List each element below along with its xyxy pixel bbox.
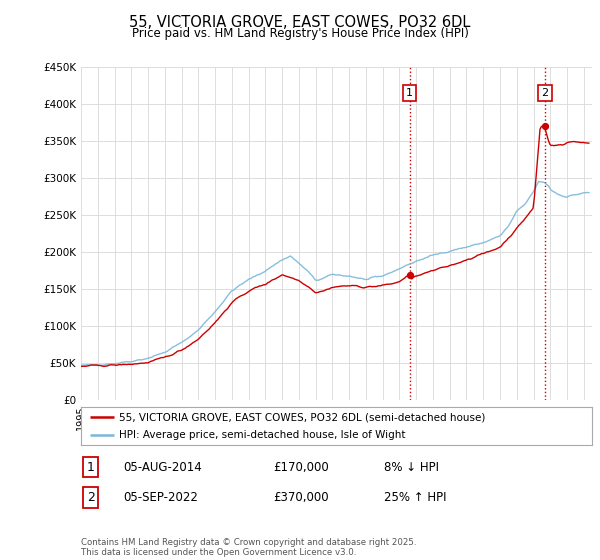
Text: 05-AUG-2014: 05-AUG-2014 (123, 460, 202, 474)
Point (540, 122, 550, 131)
Text: 05-SEP-2022: 05-SEP-2022 (123, 491, 198, 504)
Text: 2: 2 (541, 88, 548, 98)
Text: Price paid vs. HM Land Registry's House Price Index (HPI): Price paid vs. HM Land Registry's House … (131, 27, 469, 40)
Point (405, 270, 415, 279)
Text: Contains HM Land Registry data © Crown copyright and database right 2025.
This d: Contains HM Land Registry data © Crown c… (81, 538, 416, 557)
Text: 25% ↑ HPI: 25% ↑ HPI (384, 491, 446, 504)
Text: 2: 2 (86, 491, 95, 504)
Text: 1: 1 (406, 88, 413, 98)
Text: 8% ↓ HPI: 8% ↓ HPI (384, 460, 439, 474)
Text: HPI: Average price, semi-detached house, Isle of Wight: HPI: Average price, semi-detached house,… (119, 430, 406, 440)
Text: 1: 1 (86, 460, 95, 474)
Text: £170,000: £170,000 (273, 460, 329, 474)
Text: 55, VICTORIA GROVE, EAST COWES, PO32 6DL: 55, VICTORIA GROVE, EAST COWES, PO32 6DL (130, 15, 470, 30)
Text: £370,000: £370,000 (273, 491, 329, 504)
Text: 55, VICTORIA GROVE, EAST COWES, PO32 6DL (semi-detached house): 55, VICTORIA GROVE, EAST COWES, PO32 6DL… (119, 412, 486, 422)
